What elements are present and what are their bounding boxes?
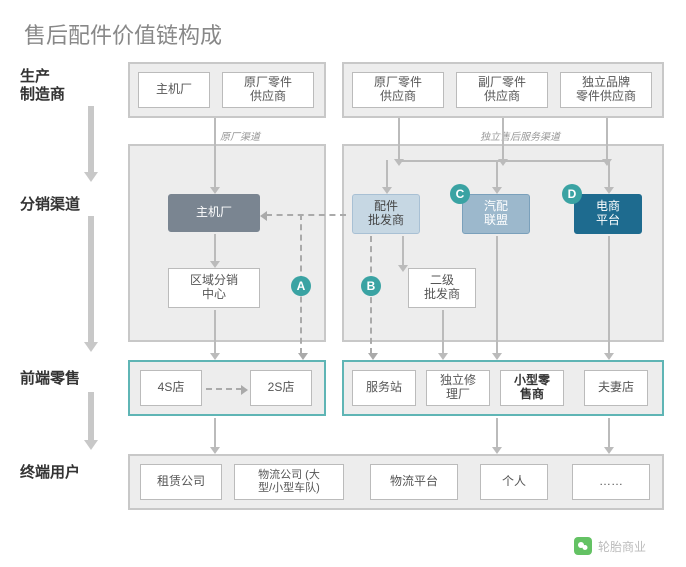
row-label-manufacturer: 生产 制造商 (20, 68, 80, 104)
box-leasing: 租赁公司 (140, 464, 222, 500)
box-parts-wholesale: 配件 批发商 (352, 194, 420, 234)
panel-dist-left (128, 144, 326, 342)
arr-m5-down (606, 118, 608, 160)
watermark: 轮胎商业 (574, 537, 646, 555)
arr-d3-d6 (402, 236, 404, 266)
badge-c: C (450, 184, 470, 204)
flow-arrow-3 (88, 392, 94, 442)
row-label-retail: 前端零售 (20, 370, 80, 388)
box-secondary-wholesale: 二级 批发商 (408, 268, 476, 308)
badge-d: D (562, 184, 582, 204)
arr-to-d3 (386, 160, 388, 188)
badge-b: B (361, 276, 381, 296)
arr-m3-down (398, 118, 400, 160)
arr-d4-retail (496, 236, 498, 354)
dash-a-h (266, 214, 346, 216)
flow-arrow-1 (88, 106, 94, 174)
box-ecommerce: 电商 平台 (574, 194, 642, 234)
box-oem-parts: 原厂零件 供应商 (222, 72, 314, 108)
box-parts-alliance: 汽配 联盟 (462, 194, 530, 234)
arr-d5-retail (608, 236, 610, 354)
arr-to-d5 (608, 160, 610, 188)
box-indie-parts: 独立品牌 零件供应商 (560, 72, 652, 108)
arr-ret-user-1 (214, 418, 216, 448)
box-logistics-co: 物流公司 (大 型/小型车队) (234, 464, 344, 500)
box-2s: 2S店 (250, 370, 312, 406)
box-individual: 个人 (480, 464, 548, 500)
box-oem-parts-2: 原厂零件 供应商 (352, 72, 444, 108)
arr-4s-2s (206, 388, 242, 390)
arr-ret-user-2 (496, 418, 498, 448)
box-logistics-platform: 物流平台 (370, 464, 458, 500)
arr-d2-retail (214, 310, 216, 354)
arr-d1-d2 (214, 234, 216, 262)
box-indie-repair: 独立修 理厂 (426, 370, 490, 406)
box-momshop: 夫妻店 (584, 370, 648, 406)
arr-to-d4 (496, 160, 498, 188)
arr-m4-down (502, 118, 504, 160)
row-label-distribution: 分销渠道 (20, 196, 80, 214)
arr-d6-retail (442, 310, 444, 354)
box-oem: 主机厂 (138, 72, 210, 108)
channel-oem: 原厂渠道 (220, 128, 260, 143)
row-label-enduser: 终端用户 (20, 464, 80, 482)
box-ellipsis: …… (572, 464, 650, 500)
box-service-station: 服务站 (352, 370, 416, 406)
box-regional-center: 区域分销 中心 (168, 268, 260, 308)
box-aftermarket-parts: 副厂零件 供应商 (456, 72, 548, 108)
panel-dist-right (342, 144, 664, 342)
box-4s: 4S店 (140, 370, 202, 406)
arr-m1-d1 (214, 118, 216, 188)
flow-arrow-2 (88, 216, 94, 344)
arr-ret-user-3 (608, 418, 610, 448)
channel-indie: 独立售后服务渠道 (480, 128, 560, 143)
watermark-text: 轮胎商业 (598, 538, 646, 555)
badge-a: A (291, 276, 311, 296)
box-small-retailer: 小型零 售商 (500, 370, 564, 406)
diagram-title: 售后配件价值链构成 (24, 18, 222, 50)
wechat-icon (574, 537, 592, 555)
box-dist-oem: 主机厂 (168, 194, 260, 232)
